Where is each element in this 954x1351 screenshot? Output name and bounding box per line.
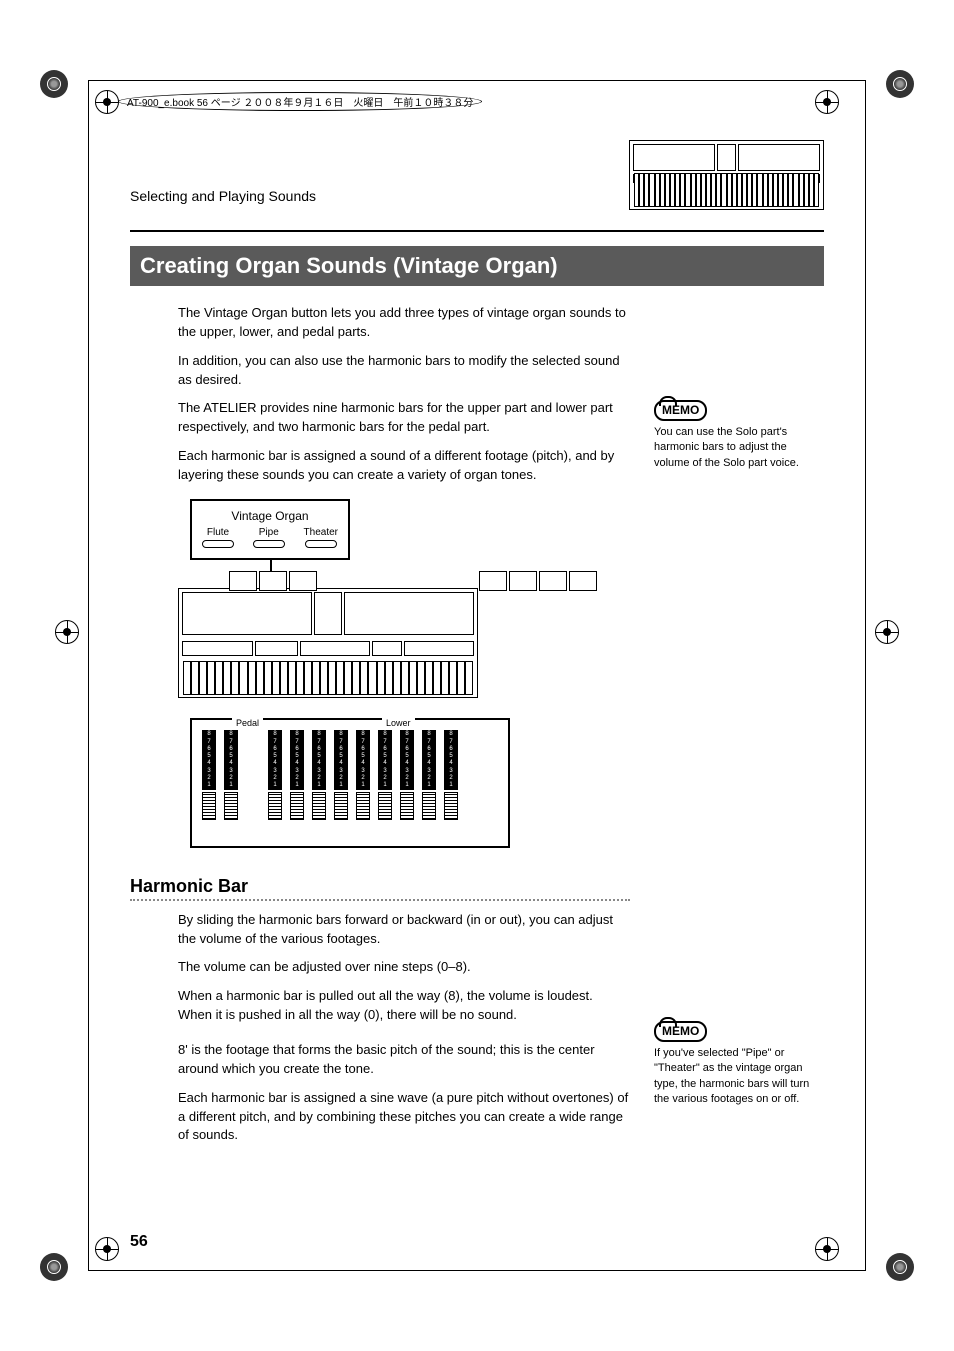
harmonic-p3: When a harmonic bar is pulled out all th… [178,987,630,1025]
vintage-organ-panel: Vintage Organ Flute Pipe Theater [190,499,350,560]
drawbar: 87654321 [400,730,414,836]
page-title: Creating Organ Sounds (Vintage Organ) [130,246,824,286]
section-label: Selecting and Playing Sounds [130,188,316,210]
keyboard-diagram [178,588,478,698]
memo-icon: MEMO [654,1021,707,1042]
memo-icon: MEMO [654,400,707,421]
vintage-btn-flute: Flute [202,527,234,548]
drawbar: 87654321 [444,730,458,836]
drawbar-group-lower: 87654321 87654321 87654321 87654321 87654321… [268,730,498,836]
header-keyboard-diagram [629,140,824,210]
memo-text-2: If you've selected "Pipe" or "Theater" a… [654,1046,824,1108]
intro-p1: The Vintage Organ button lets you add th… [178,304,630,342]
drawbar-panel: Pedal Lower 8765432187654321 87654321876… [190,718,510,848]
pedal-label: Pedal [232,718,263,728]
harmonic-p5: Each harmonic bar is assigned a sine wav… [178,1089,630,1146]
vintage-btn-pipe: Pipe [253,527,285,548]
register-mark [55,620,79,644]
drawbar: 87654321 [334,730,348,836]
drawbar: 87654321 [356,730,370,836]
vintage-btn-theater: Theater [304,527,338,548]
harmonic-heading: Harmonic Bar [130,876,630,897]
crop-sphere-tl [40,70,68,98]
harmonic-p2: The volume can be adjusted over nine ste… [178,958,630,977]
vintage-title: Vintage Organ [202,509,338,523]
memo-text-1: You can use the Solo part's harmonic bar… [654,425,824,471]
zoom-callout-left [229,571,317,591]
zoom-callout-right [479,571,597,591]
crop-sphere-bl [40,1253,68,1281]
crop-sphere-tr [886,70,914,98]
register-mark [875,620,899,644]
header-meta: AT-900_e.book 56 ページ ２００８年９月１６日 火曜日 午前１０… [118,92,482,111]
header-meta-text: AT-900_e.book 56 ページ ２００８年９月１６日 火曜日 午前１０… [118,92,482,111]
memo-block-2: MEMO If you've selected "Pipe" or "Theat… [654,1021,824,1107]
drawbar: 87654321 [202,730,216,836]
lower-label: Lower [382,718,415,728]
drawbar: 87654321 [422,730,436,836]
intro-p2: In addition, you can also use the harmon… [178,352,630,390]
drawbar: 87654321 [312,730,326,836]
harmonic-p4: 8' is the footage that forms the basic p… [178,1041,630,1079]
intro-p3: The ATELIER provides nine harmonic bars … [178,399,630,437]
drawbar: 87654321 [224,730,238,836]
crop-sphere-br [886,1253,914,1281]
dotted-rule [130,899,630,901]
header-rule [130,230,824,232]
drawbar: 87654321 [268,730,282,836]
page-number: 56 [130,1233,148,1251]
keys-row [183,661,473,695]
drawbar: 87654321 [378,730,392,836]
harmonic-p1: By sliding the harmonic bars forward or … [178,911,630,949]
drawbar-group-pedal: 87654321 87654321 [202,730,238,836]
memo-block-1: MEMO You can use the Solo part's harmoni… [654,400,824,471]
keys-row [634,173,819,207]
drawbar: 87654321 [290,730,304,836]
intro-p4: Each harmonic bar is assigned a sound of… [178,447,630,485]
